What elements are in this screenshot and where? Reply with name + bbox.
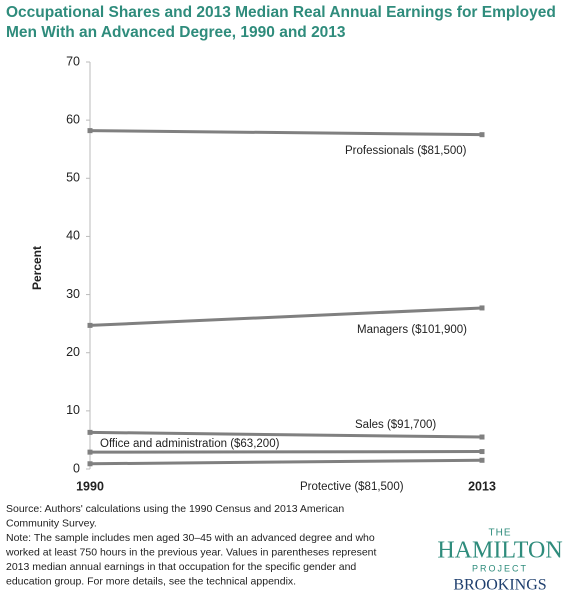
point-marker <box>479 132 485 138</box>
point-marker <box>87 322 93 328</box>
point-marker <box>87 128 93 134</box>
note: 2013 median annual earnings in that occu… <box>6 561 356 573</box>
point-marker <box>479 449 485 455</box>
series-label: Office and administration ($63,200) <box>100 438 280 450</box>
x-tick-label: 2013 <box>468 479 496 493</box>
note: Note: The sample includes men aged 30–45… <box>6 532 375 544</box>
logo-project: PROJECT <box>472 563 528 573</box>
point-marker <box>479 305 485 311</box>
y-tick-label: 0 <box>73 461 80 475</box>
note: Source: Authors' calculations using the … <box>6 503 344 515</box>
series-line <box>89 306 483 327</box>
series-label: Managers ($101,900) <box>357 324 467 336</box>
chart-title: Men With an Advanced Degree, 1990 and 20… <box>6 24 346 41</box>
series-label: Protective ($81,500) <box>300 481 404 493</box>
series-line <box>89 458 483 466</box>
y-tick-label: 20 <box>66 345 80 359</box>
point-marker <box>87 461 93 467</box>
point-marker <box>87 449 93 455</box>
logo-brookings: BROOKINGS <box>453 577 546 594</box>
series-line <box>89 450 483 454</box>
series-label: Professionals ($81,500) <box>345 145 467 157</box>
note: worked at least 750 hours in the previou… <box>5 546 377 558</box>
y-tick-label: 40 <box>66 229 80 243</box>
logo-the: THE <box>489 528 512 539</box>
note: Community Survey. <box>6 517 97 529</box>
logo-hamilton: HAMILTON <box>437 538 562 564</box>
point-marker <box>87 429 93 435</box>
point-marker <box>479 457 485 463</box>
y-tick-label: 60 <box>66 112 80 126</box>
x-tick-label: 1990 <box>76 479 104 493</box>
series-line <box>89 129 483 137</box>
note: education group. For more details, see t… <box>6 575 296 587</box>
y-tick-label: 10 <box>66 403 80 417</box>
series-label: Sales ($91,700) <box>355 419 436 431</box>
y-tick-label: 70 <box>66 54 80 68</box>
y-tick-label: 50 <box>66 171 80 185</box>
point-marker <box>479 434 485 440</box>
y-tick-label: 30 <box>66 287 80 301</box>
y-axis-label: Percent <box>30 246 44 290</box>
series-line <box>89 430 483 439</box>
chart-title: Occupational Shares and 2013 Median Real… <box>6 4 556 21</box>
